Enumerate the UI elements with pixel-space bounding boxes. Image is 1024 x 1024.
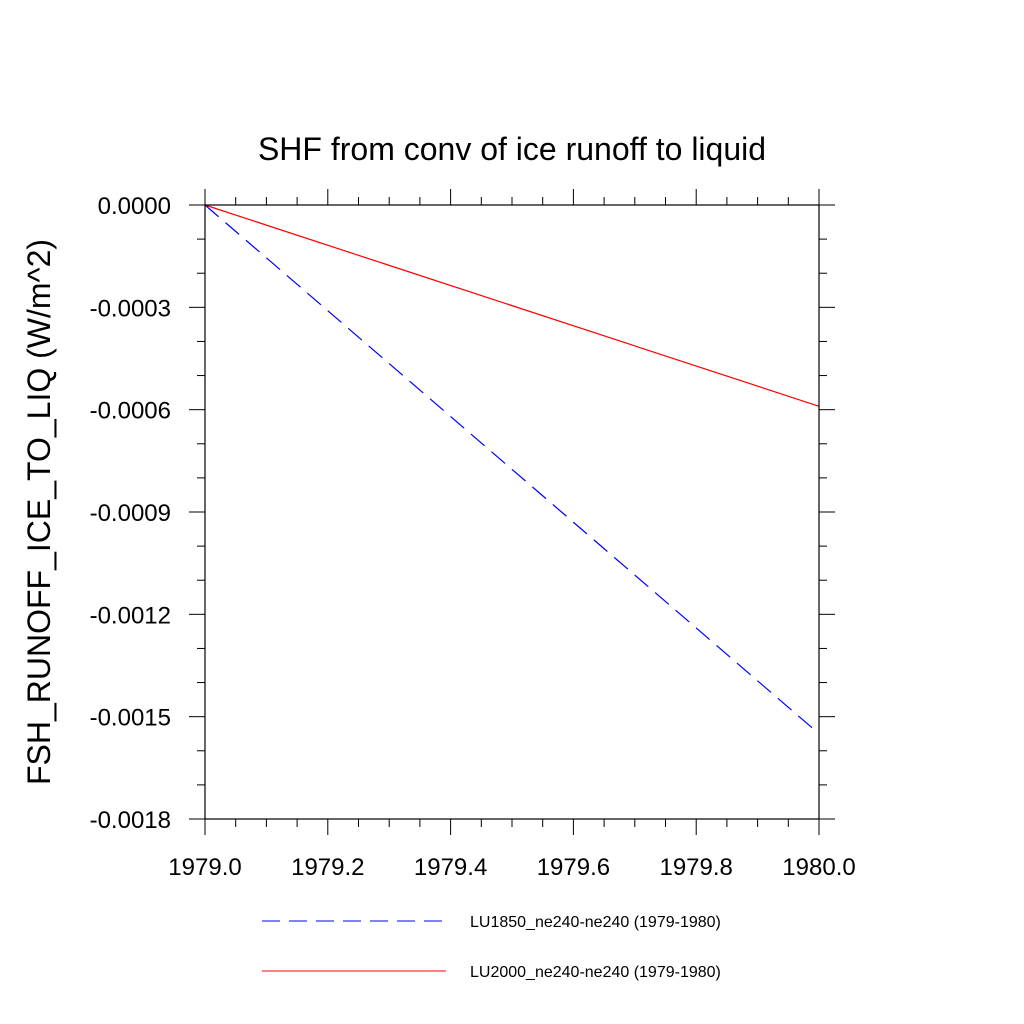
x-tick-label: 1980.0 (782, 854, 855, 881)
x-tick-label: 1979.6 (537, 854, 610, 881)
plot-series (204, 204, 820, 735)
series-line-1 (204, 204, 820, 735)
y-tick-label: -0.0003 (90, 295, 171, 322)
y-tick-label: -0.0009 (90, 500, 171, 527)
y-tick-label: -0.0015 (90, 705, 171, 732)
x-tick-label: 1979.4 (414, 854, 487, 881)
x-axis-ticks: 1979.0 1979.2 1979.4 1979.6 1979.8 1980.0 (168, 189, 856, 881)
x-tick-label: 1979.0 (168, 854, 241, 881)
legend-label-1: LU1850_ne240-ne240 (1979-1980) (470, 914, 721, 931)
series-line-2 (204, 204, 820, 407)
y-axis-ticks: 0.0000 -0.0003 -0.0006 -0.0009 -0.0012 -0.001… (90, 193, 835, 834)
x-tick-label: 1979.8 (659, 854, 732, 881)
x-tick-label: 1979.2 (291, 854, 364, 881)
y-tick-label: -0.0006 (90, 398, 171, 425)
chart-title: SHF from conv of ice runoff to liquid (258, 131, 766, 167)
y-tick-label: -0.0012 (90, 602, 171, 629)
y-tick-label: 0.0000 (98, 193, 171, 220)
legend: LU1850_ne240-ne240 (1979-1980) LU2000_ne2… (262, 914, 721, 981)
y-tick-label: -0.0018 (90, 807, 171, 834)
legend-label-2: LU2000_ne240-ne240 (1979-1980) (470, 964, 721, 981)
y-axis-label: FSH_RUNOFF_ICE_TO_LIQ (W/m^2) (21, 239, 57, 785)
plot-frame (204, 204, 820, 820)
